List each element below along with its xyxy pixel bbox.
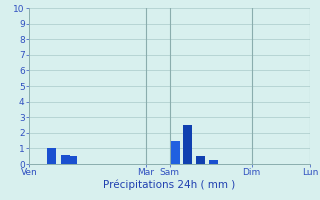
Bar xyxy=(61,155,70,164)
Bar xyxy=(209,160,218,164)
Bar xyxy=(171,141,180,164)
Bar xyxy=(183,125,192,164)
X-axis label: Précipitations 24h ( mm ): Précipitations 24h ( mm ) xyxy=(103,180,236,190)
Bar xyxy=(196,156,205,164)
Bar xyxy=(47,148,56,164)
Bar xyxy=(68,156,77,164)
